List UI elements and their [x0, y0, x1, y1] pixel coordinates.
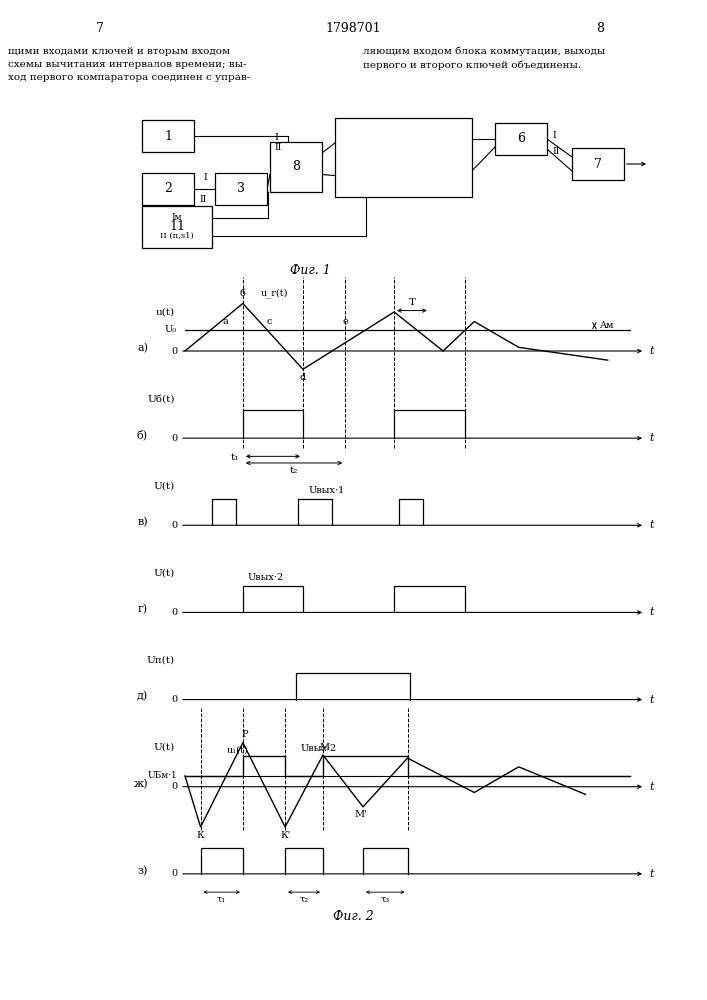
- Text: τ₁: τ₁: [217, 895, 226, 904]
- Bar: [340, 160, 392, 192]
- Text: е: е: [342, 317, 348, 326]
- Text: UБм·1: UБм·1: [147, 771, 177, 780]
- Text: d: d: [300, 373, 306, 382]
- Text: ляющим входом блока коммутации, выходы: ляющим входом блока коммутации, выходы: [363, 47, 605, 56]
- Text: М: М: [320, 743, 330, 752]
- Text: 10: 10: [358, 169, 374, 182]
- Text: t: t: [650, 782, 654, 792]
- Text: I: I: [204, 174, 207, 182]
- Text: М': М': [355, 810, 368, 819]
- Text: б): б): [137, 430, 148, 441]
- Text: T: T: [409, 298, 416, 307]
- Text: u_r(t): u_r(t): [261, 289, 288, 298]
- Text: 0: 0: [171, 695, 177, 704]
- Text: Фиг. 2: Фиг. 2: [332, 910, 373, 924]
- Text: д): д): [136, 691, 148, 702]
- Text: t: t: [650, 520, 654, 530]
- Text: 0: 0: [171, 434, 177, 443]
- Text: 8: 8: [292, 160, 300, 174]
- Text: Фиг. 1: Фиг. 1: [290, 263, 330, 276]
- Text: 8: 8: [596, 21, 604, 34]
- Text: 0: 0: [171, 521, 177, 530]
- Text: t: t: [650, 346, 654, 356]
- Text: в): в): [137, 517, 148, 527]
- Text: u(t): u(t): [156, 307, 175, 316]
- Text: II (п,s1): II (п,s1): [160, 232, 194, 240]
- Text: t: t: [650, 695, 654, 705]
- Text: 1: 1: [164, 129, 172, 142]
- Text: I: I: [552, 131, 556, 140]
- Bar: [340, 123, 392, 155]
- Text: τ₃: τ₃: [380, 895, 390, 904]
- Text: 0: 0: [171, 869, 177, 878]
- Text: u₁(t): u₁(t): [227, 745, 249, 754]
- Text: Uвых·2: Uвых·2: [248, 573, 284, 582]
- Text: Iм: Iм: [172, 213, 182, 222]
- Text: 3: 3: [237, 182, 245, 196]
- Text: 4: 4: [437, 132, 445, 145]
- Text: ж): ж): [134, 779, 148, 789]
- Text: б: б: [240, 289, 246, 298]
- Text: Uп(t): Uп(t): [147, 656, 175, 665]
- Text: 11: 11: [169, 221, 185, 233]
- Text: схемы вычитания интервалов времени; вы-: схемы вычитания интервалов времени; вы-: [8, 60, 247, 69]
- Text: Uвых·1: Uвых·1: [308, 486, 345, 495]
- Text: Uвых·2: Uвых·2: [300, 744, 337, 753]
- Bar: [142, 173, 194, 205]
- Text: t₁: t₁: [230, 453, 239, 462]
- Text: 7: 7: [594, 157, 602, 170]
- Bar: [572, 148, 624, 180]
- Text: а): а): [137, 343, 148, 353]
- Text: t: t: [650, 607, 654, 617]
- Text: а: а: [222, 317, 228, 326]
- Text: t: t: [650, 433, 654, 443]
- Text: К': К': [280, 831, 291, 840]
- Text: 0: 0: [171, 347, 177, 356]
- Text: 6: 6: [517, 132, 525, 145]
- Text: К: К: [197, 831, 204, 840]
- Text: 1798701: 1798701: [325, 21, 381, 34]
- Text: I: I: [274, 132, 278, 141]
- Text: II: II: [200, 196, 207, 205]
- Text: щими входами ключей и вторым входом: щими входами ключей и вторым входом: [8, 47, 230, 56]
- Text: первого и второго ключей объединены.: первого и второго ключей объединены.: [363, 60, 581, 70]
- Text: II: II: [552, 146, 559, 155]
- Text: Uб(t): Uб(t): [148, 394, 175, 403]
- Text: 9: 9: [362, 132, 370, 145]
- Bar: [270, 142, 322, 192]
- Text: з): з): [138, 866, 148, 876]
- Text: U(t): U(t): [153, 569, 175, 578]
- Text: U(t): U(t): [153, 482, 175, 491]
- Text: U(t): U(t): [153, 743, 175, 752]
- Text: г): г): [138, 604, 148, 615]
- Bar: [215, 173, 267, 205]
- Text: с: с: [267, 317, 272, 326]
- Text: 2: 2: [164, 182, 172, 196]
- Text: t: t: [650, 869, 654, 879]
- Text: Р: Р: [242, 730, 248, 739]
- Bar: [415, 123, 467, 155]
- Bar: [142, 120, 194, 152]
- Text: ход первого компаратора соединен с управ-: ход первого компаратора соединен с управ…: [8, 73, 250, 82]
- Text: Aм: Aм: [600, 321, 614, 330]
- Text: 0: 0: [171, 782, 177, 791]
- Text: τ₂: τ₂: [300, 895, 308, 904]
- Bar: [335, 118, 472, 197]
- Text: 0: 0: [171, 608, 177, 617]
- Text: 5: 5: [437, 169, 445, 182]
- Bar: [415, 160, 467, 192]
- Text: t₂: t₂: [290, 466, 298, 475]
- Text: U₀: U₀: [165, 325, 177, 334]
- Text: ΙΙ: ΙΙ: [274, 142, 281, 151]
- Bar: [495, 123, 547, 155]
- Bar: [142, 206, 212, 248]
- Text: 7: 7: [96, 21, 104, 34]
